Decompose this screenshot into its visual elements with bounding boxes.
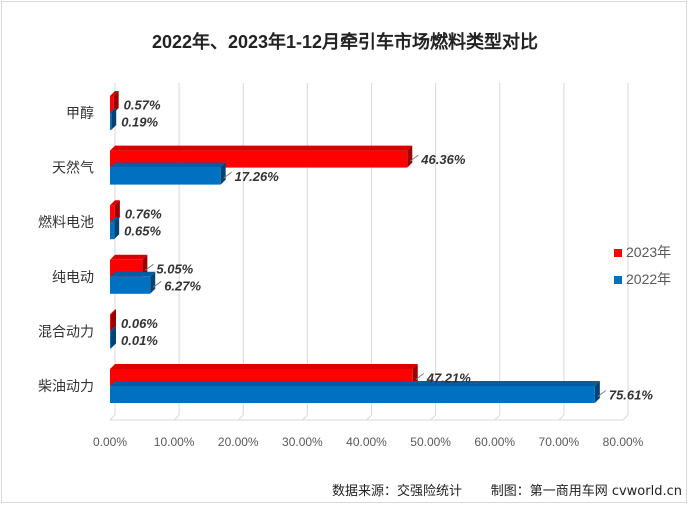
bar-2023 bbox=[110, 91, 119, 113]
bar-top-face bbox=[110, 254, 148, 260]
footer-source: 数据来源：交强险统计 bbox=[332, 483, 462, 499]
bar-top-face bbox=[110, 381, 600, 386]
data-label: 75.61% bbox=[609, 388, 654, 403]
category-label: 天然气 bbox=[52, 160, 94, 177]
bar-2022 bbox=[110, 217, 120, 240]
bar-front-face bbox=[110, 205, 115, 223]
bar-side-face bbox=[142, 254, 148, 277]
bar-side-face bbox=[113, 91, 119, 113]
bar-front-face bbox=[110, 314, 111, 332]
chart-title: 2022年、2023年1-12月牵引车市场燃料类型对比 bbox=[152, 31, 538, 52]
bar-top-face bbox=[110, 162, 226, 168]
x-tick-label: 80.00% bbox=[603, 435, 644, 449]
category-label: 混合动力 bbox=[38, 324, 94, 340]
legend: 2023年 2022年 bbox=[614, 244, 671, 287]
data-labels: 0.57% 0.19% 46.36% 17.26% 0.76% 0.65% 5.05% 6.2… bbox=[121, 98, 653, 403]
x-tick-label: 40.00% bbox=[346, 435, 387, 449]
bar-front-face bbox=[110, 113, 112, 130]
gridline-floor bbox=[494, 414, 501, 421]
bars bbox=[110, 91, 600, 403]
x-tick-label: 60.00% bbox=[474, 435, 515, 449]
bar-front-face bbox=[110, 386, 595, 403]
leader-line bbox=[152, 280, 162, 288]
bar-front-face bbox=[110, 331, 111, 349]
category-label: 纯电动 bbox=[52, 270, 94, 286]
gridline-floor bbox=[558, 414, 565, 421]
bar-top-face bbox=[110, 309, 116, 315]
bar-side-face bbox=[114, 217, 120, 240]
x-tick-label: 20.00% bbox=[218, 435, 259, 449]
legend-label: 2023年 bbox=[626, 244, 671, 260]
bar-side-face bbox=[220, 162, 226, 185]
data-label: 47.21% bbox=[426, 371, 472, 386]
legend-swatch bbox=[614, 249, 622, 257]
bar-front-face bbox=[110, 167, 221, 185]
bar-top-face bbox=[110, 91, 119, 96]
bar-top-face bbox=[110, 217, 120, 223]
bar-top-face bbox=[110, 145, 413, 151]
bar-side-face bbox=[111, 326, 116, 349]
bar-front-face bbox=[110, 222, 115, 240]
bar-side-face bbox=[150, 271, 156, 294]
bar-side-face bbox=[407, 145, 413, 168]
data-label: 0.01% bbox=[121, 333, 158, 348]
data-label: 0.06% bbox=[121, 316, 158, 331]
bar-top-face bbox=[110, 364, 418, 369]
legend-label: 2022年 bbox=[626, 271, 671, 287]
gridline-floor bbox=[366, 414, 372, 421]
bar-2023 bbox=[110, 309, 116, 332]
data-label: 5.05% bbox=[156, 261, 193, 276]
gridline-floor bbox=[237, 414, 244, 421]
footer-credit: 制图：第一商用车网 cvworld.cn bbox=[491, 483, 682, 499]
bar-front-face bbox=[110, 276, 151, 294]
bar-top-face bbox=[110, 108, 117, 113]
x-tick-label: 30.00% bbox=[282, 435, 323, 449]
bar-side-face bbox=[114, 200, 120, 223]
legend-swatch bbox=[614, 276, 622, 284]
data-label: 0.19% bbox=[121, 115, 158, 130]
leader-line bbox=[223, 171, 232, 179]
gridline-floor bbox=[622, 414, 629, 421]
leader-line bbox=[409, 154, 419, 162]
bar-2022 bbox=[110, 108, 117, 130]
bar-front-face bbox=[110, 96, 114, 113]
bar-2022 bbox=[110, 271, 156, 294]
x-tick-label: 10.00% bbox=[154, 435, 195, 449]
x-tick-label: 50.00% bbox=[410, 435, 451, 449]
gridline-floor bbox=[302, 414, 308, 421]
gridline-floor bbox=[173, 414, 180, 421]
bar-2022 bbox=[110, 326, 116, 349]
bar-2023 bbox=[110, 200, 120, 223]
bar-top-face bbox=[110, 271, 156, 277]
gridline-floor bbox=[109, 414, 116, 421]
data-label: 0.65% bbox=[124, 224, 161, 239]
bar-side-face bbox=[412, 364, 418, 386]
bar-2022 bbox=[110, 381, 600, 403]
gridline-floor bbox=[430, 414, 436, 421]
bar-2022 bbox=[110, 162, 226, 185]
x-tick-labels: 0.00% 10.00% 20.00% 30.00% 40.00% 50.00% 60.00… bbox=[93, 435, 644, 449]
category-label: 燃料电池 bbox=[38, 214, 94, 231]
bar-top-face bbox=[110, 326, 116, 332]
bar-side-face bbox=[111, 108, 117, 130]
bar-side-face bbox=[111, 309, 116, 332]
data-label: 6.27% bbox=[164, 278, 201, 293]
bar-side-face bbox=[594, 381, 600, 403]
category-label: 甲醇 bbox=[66, 105, 94, 122]
leader-line bbox=[597, 390, 607, 397]
x-tick-label: 0.00% bbox=[93, 435, 127, 449]
data-label: 46.36% bbox=[420, 152, 466, 167]
leader-line bbox=[145, 263, 154, 271]
gridlines bbox=[109, 83, 629, 421]
bar-top-face bbox=[110, 200, 120, 206]
category-label: 柴油动力 bbox=[38, 379, 94, 395]
data-label: 0.57% bbox=[124, 98, 161, 113]
leader-line bbox=[415, 373, 425, 380]
data-label: 17.26% bbox=[235, 169, 280, 184]
x-tick-label: 70.00% bbox=[539, 435, 580, 449]
data-label: 0.76% bbox=[125, 207, 162, 222]
